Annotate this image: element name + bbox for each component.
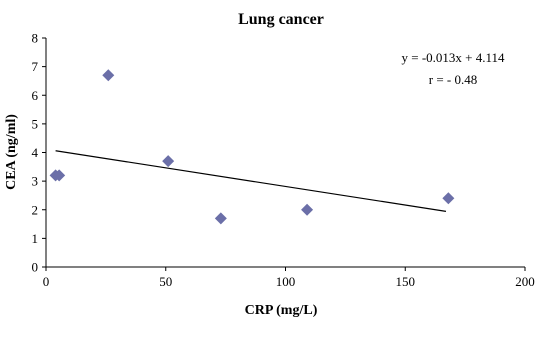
correlation-coefficient: r = - 0.48 [429, 72, 478, 87]
regression-equation: y = -0.013x + 4.114 [401, 50, 505, 65]
y-tick-label: 5 [32, 116, 39, 131]
x-tick-label: 200 [515, 274, 535, 289]
x-axis-ticks: 0 50 100 150 200 [43, 267, 535, 289]
y-tick-label: 6 [32, 88, 39, 103]
y-tick-label: 8 [32, 31, 39, 46]
y-tick-label: 0 [32, 260, 39, 275]
data-point [102, 69, 114, 81]
x-tick-label: 0 [43, 274, 50, 289]
y-tick-label: 7 [32, 59, 39, 74]
y-tick-label: 1 [32, 231, 39, 246]
data-point [162, 155, 174, 167]
chart-title: Lung cancer [238, 11, 324, 28]
y-tick-label: 2 [32, 202, 39, 217]
x-tick-label: 150 [396, 274, 416, 289]
y-axis-ticks: 0 1 2 3 4 5 6 7 8 [32, 31, 47, 275]
data-point [215, 212, 227, 224]
x-tick-label: 50 [159, 274, 172, 289]
y-tick-label: 4 [32, 145, 39, 160]
trendline [56, 151, 446, 212]
y-tick-label: 3 [32, 174, 39, 189]
data-points [50, 69, 455, 224]
x-tick-label: 100 [276, 274, 296, 289]
y-axis-title: CEA (ng/ml) [4, 114, 19, 190]
x-axis-title: CRP (mg/L) [245, 303, 318, 318]
data-point [442, 192, 454, 204]
data-point [301, 204, 313, 216]
